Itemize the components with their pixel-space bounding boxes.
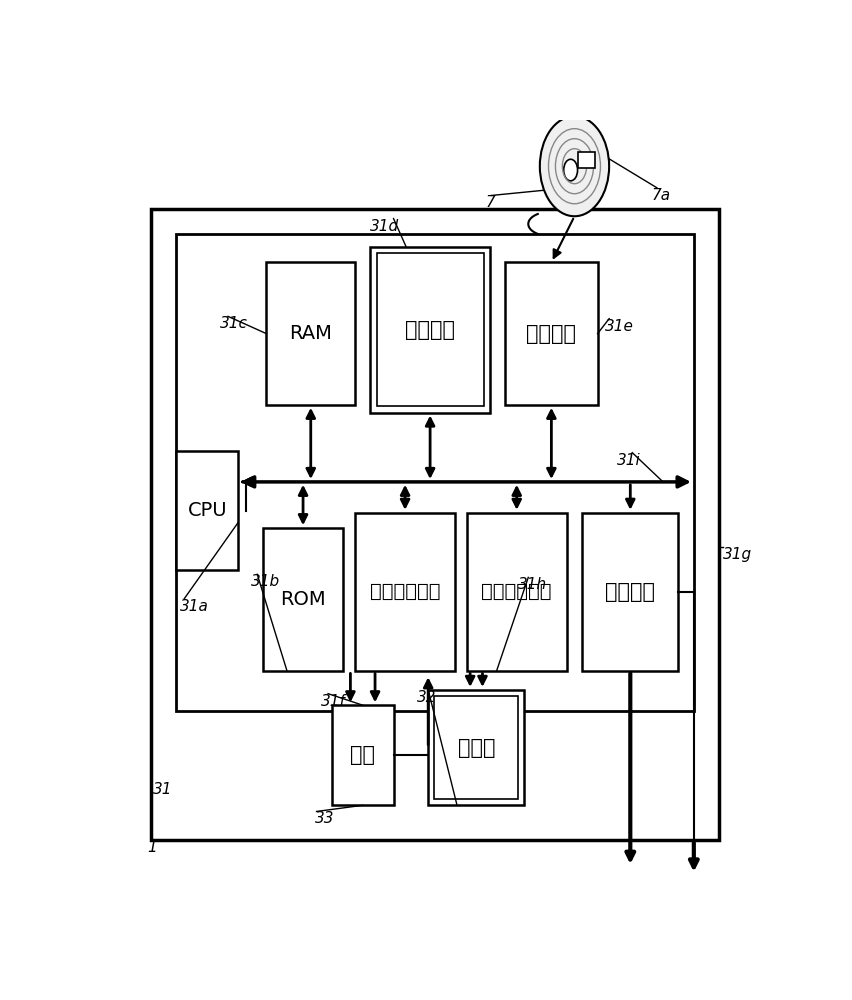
- Bar: [582, 513, 678, 671]
- Text: 1: 1: [147, 840, 157, 855]
- Text: 31: 31: [153, 782, 173, 797]
- Bar: [176, 451, 238, 570]
- Text: 键盘: 键盘: [350, 745, 375, 765]
- Text: 32: 32: [417, 690, 436, 705]
- Bar: [262, 528, 343, 671]
- Text: 31i: 31i: [617, 453, 641, 468]
- Text: 通信接口: 通信接口: [605, 582, 655, 602]
- Text: 33: 33: [315, 811, 335, 826]
- Text: 31g: 31g: [723, 547, 752, 562]
- Bar: [355, 513, 455, 671]
- Text: 7a: 7a: [652, 188, 671, 203]
- Bar: [332, 705, 394, 805]
- Bar: [377, 253, 484, 406]
- Bar: [505, 262, 597, 405]
- Text: RAM: RAM: [290, 324, 332, 343]
- Text: 31d: 31d: [371, 219, 400, 234]
- Bar: [435, 696, 518, 799]
- Text: 31c: 31c: [221, 316, 248, 331]
- Text: 7: 7: [486, 195, 496, 210]
- Text: 31b: 31b: [251, 574, 280, 589]
- Text: 31a: 31a: [180, 599, 209, 614]
- Text: 读取装置: 读取装置: [527, 324, 577, 344]
- Text: 31h: 31h: [518, 577, 547, 592]
- Text: 输出输入接口: 输出输入接口: [370, 582, 440, 601]
- Text: 31e: 31e: [605, 319, 634, 334]
- Text: 应用程序: 应用程序: [405, 320, 455, 340]
- Bar: [467, 513, 567, 671]
- Text: 数据输出接口: 数据输出接口: [481, 582, 552, 601]
- Bar: [429, 690, 525, 805]
- Text: ROM: ROM: [280, 590, 325, 609]
- Bar: [176, 234, 694, 711]
- Bar: [371, 247, 490, 413]
- Text: CPU: CPU: [187, 501, 227, 520]
- Ellipse shape: [540, 116, 609, 216]
- Ellipse shape: [564, 159, 578, 181]
- Bar: [579, 152, 596, 168]
- Bar: [267, 262, 355, 405]
- Text: 显示器: 显示器: [458, 738, 495, 758]
- Bar: [151, 209, 719, 840]
- Text: 31f: 31f: [321, 694, 346, 709]
